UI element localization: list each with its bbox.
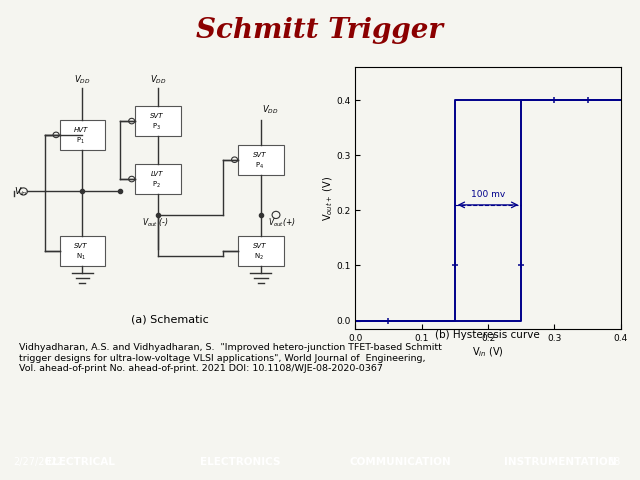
Text: SVT: SVT [253,243,266,249]
Text: Schmitt Trigger: Schmitt Trigger [196,17,444,44]
Text: N$_2$: N$_2$ [255,252,264,262]
Text: 100 mv: 100 mv [471,191,505,199]
Bar [60,236,105,266]
Bar [238,144,284,175]
Text: ELECTRONICS: ELECTRONICS [200,457,280,467]
Text: P$_4$: P$_4$ [255,161,264,171]
Text: $V_{DD}$: $V_{DD}$ [74,73,91,86]
Text: COMMUNICATION: COMMUNICATION [349,457,451,467]
Text: Vidhyadharan, A.S. and Vidhyadharan, S.  "Improved hetero-junction TFET-based Sc: Vidhyadharan, A.S. and Vidhyadharan, S. … [19,343,442,373]
Text: HVT: HVT [74,127,88,133]
Text: SVT: SVT [253,152,266,158]
Text: $V_{DD}$: $V_{DD}$ [150,73,166,86]
Text: $V_{in}$: $V_{in}$ [14,185,28,198]
Text: P$_3$: P$_3$ [152,122,161,132]
Text: INSTRUMENTATION: INSTRUMENTATION [504,457,616,467]
Y-axis label: V$_{out+}$ (V): V$_{out+}$ (V) [321,175,335,221]
Text: (a) Schematic: (a) Schematic [131,314,209,324]
Text: (b) Hysteresis curve: (b) Hysteresis curve [435,330,540,340]
Text: P$_2$: P$_2$ [152,180,161,190]
Text: 2/27/2022: 2/27/2022 [13,457,63,467]
Bar [60,120,105,150]
Text: $V_{out}$(+): $V_{out}$(+) [268,217,296,229]
Text: $V_{DD}$: $V_{DD}$ [262,104,278,116]
Bar [238,236,284,266]
Text: SVT: SVT [74,243,88,249]
Text: ELECTRICAL: ELECTRICAL [45,457,115,467]
Text: P$_1$: P$_1$ [76,136,85,146]
Bar [135,106,180,136]
X-axis label: V$_{in}$ (V): V$_{in}$ (V) [472,346,504,359]
Text: LVT: LVT [150,171,163,177]
Text: 18: 18 [609,457,621,467]
Text: SVT: SVT [150,113,163,119]
Text: $V_{out}$ (-): $V_{out}$ (-) [141,217,168,229]
Bar [135,164,180,194]
Text: N$_1$: N$_1$ [76,252,86,262]
